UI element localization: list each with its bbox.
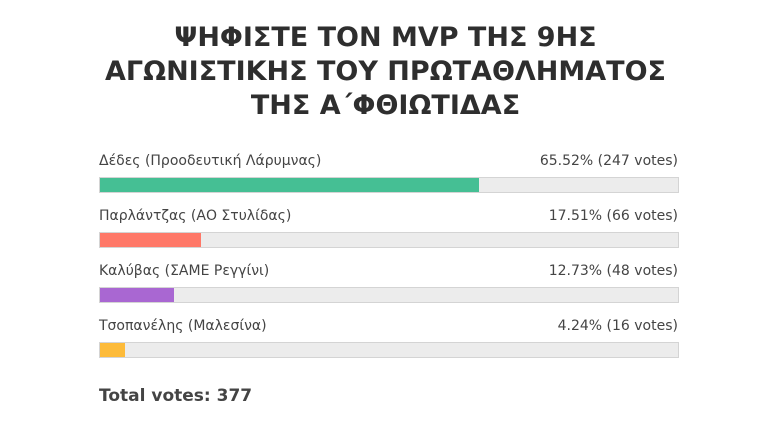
poll-title: ΤΗΣ Α΄ΦΘΙΩΤΙΔΑΣ [250,90,521,121]
bar-track [99,287,679,303]
total-votes: Total votes: 377 [99,386,253,406]
option-result: 12.73% (48 votes) [548,263,678,279]
option-label: Τσοπανέλης (Μαλεσίνα) [99,318,267,334]
bar [100,178,479,192]
bar [100,343,125,357]
poll-title: ΨΗΦΙΣΤΕ ΤΟΝ MVP ΤΗΣ 9ΗΣ [174,22,597,53]
poll-title: ΑΓΩΝΙΣΤΙΚΗΣ ΤΟΥ ΠΡΩΤΑΘΛΗΜΑΤΟΣ [105,56,666,87]
bar-track [99,232,679,248]
option-label: Καλύβας (ΣΑΜΕ Ρεγγίνι) [99,263,270,279]
option-result: 65.52% (247 votes) [539,153,678,169]
option-result: 4.24% (16 votes) [557,318,678,334]
option-result: 17.51% (66 votes) [548,208,678,224]
bar-track [99,342,679,358]
option-label: Παρλάντζας (ΑΟ Στυλίδας) [99,208,292,224]
bar [100,233,202,247]
bar-track [99,177,679,193]
bar [100,288,174,302]
option-label: Δέδες (Προοδευτική Λάρυμνας) [99,153,322,169]
